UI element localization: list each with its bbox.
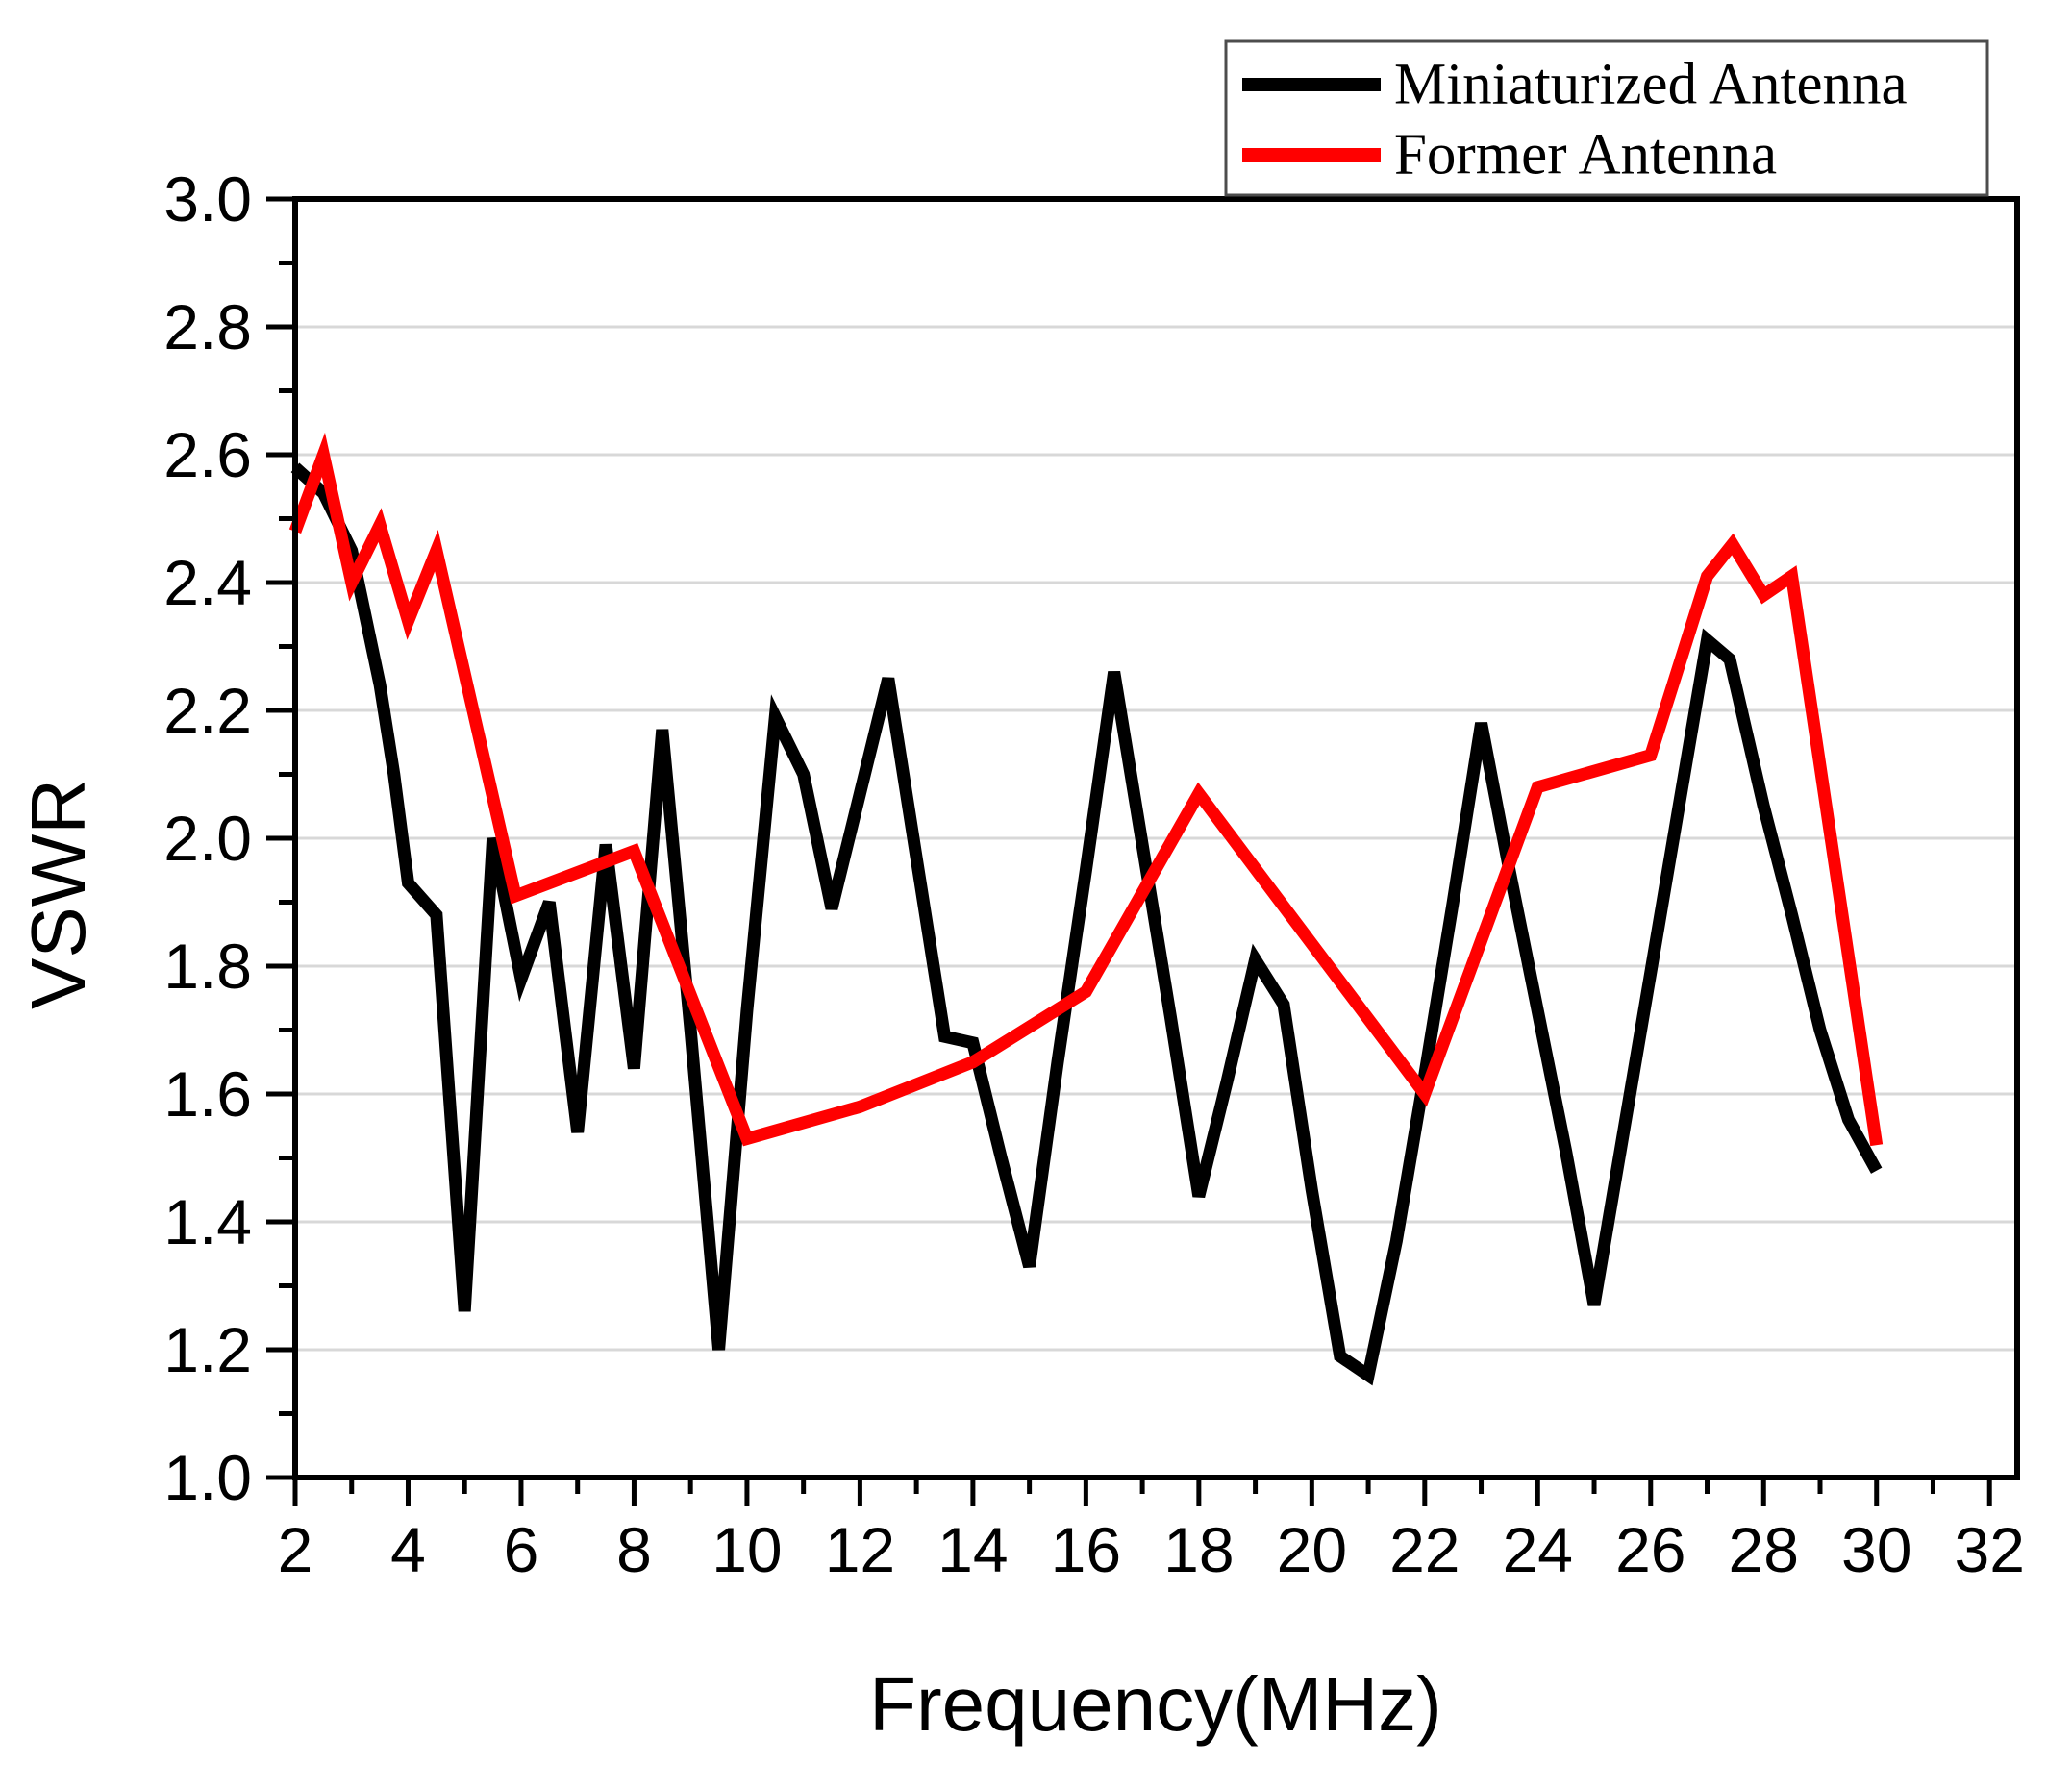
y-tick-label-2.6: 2.6	[163, 419, 252, 490]
x-tick-label-2: 2	[278, 1514, 313, 1585]
x-tick-label-18: 18	[1163, 1514, 1234, 1585]
y-tick-label-2.2: 2.2	[163, 675, 252, 746]
series-miniaturized-antenna	[290, 462, 1883, 1386]
legend-box: Miniaturized Antenna Former Antenna	[1224, 39, 1989, 197]
x-tick-label-4: 4	[390, 1514, 426, 1585]
y-tick-label-1.2: 1.2	[163, 1314, 252, 1385]
y-tick-label-2.8: 2.8	[163, 291, 252, 362]
legend-border	[1224, 39, 1989, 197]
x-tick-label-22: 22	[1389, 1514, 1460, 1585]
x-tick-label-28: 28	[1729, 1514, 1799, 1585]
y-tick-label-1.6: 1.6	[163, 1058, 252, 1130]
x-tick-label-30: 30	[1841, 1514, 1911, 1585]
y-axis-title: VSWR	[15, 779, 101, 1009]
x-tick-label-14: 14	[937, 1514, 1008, 1585]
x-tick-label-6: 6	[504, 1514, 539, 1585]
axis-ticks	[266, 196, 1992, 1506]
x-tick-label-32: 32	[1955, 1514, 2025, 1585]
y-tick-label-2.0: 2.0	[163, 803, 252, 874]
data-series-curves	[288, 432, 1884, 1386]
x-tick-label-12: 12	[825, 1514, 895, 1585]
legend-label-miniaturized-antenna: Miniaturized Antenna	[1394, 53, 1908, 117]
x-tick-label-24: 24	[1503, 1514, 1573, 1585]
y-tick-label-1.4: 1.4	[163, 1186, 252, 1257]
y-tick-label-3.0: 3.0	[163, 163, 252, 235]
x-tick-label-8: 8	[616, 1514, 652, 1585]
y-tick-label-1.0: 1.0	[163, 1442, 252, 1513]
x-tick-label-26: 26	[1615, 1514, 1685, 1585]
axis-tick-labels: 2 4 6 8 10 12 14 16 18 20 22 24 26 28 30 321.01.21.41.6…	[163, 163, 2025, 1585]
horizontal-gridlines	[295, 325, 2017, 1352]
x-tick-label-10: 10	[711, 1514, 782, 1585]
y-tick-label-1.8: 1.8	[163, 931, 252, 1002]
x-tick-label-20: 20	[1277, 1514, 1347, 1585]
series-former-antenna	[288, 432, 1884, 1147]
x-tick-label-16: 16	[1051, 1514, 1121, 1585]
y-tick-label-2.4: 2.4	[163, 547, 252, 618]
x-axis-title: Frequency(MHz)	[869, 1661, 1442, 1747]
legend-label-former-antenna: Former Antenna	[1394, 123, 1777, 187]
